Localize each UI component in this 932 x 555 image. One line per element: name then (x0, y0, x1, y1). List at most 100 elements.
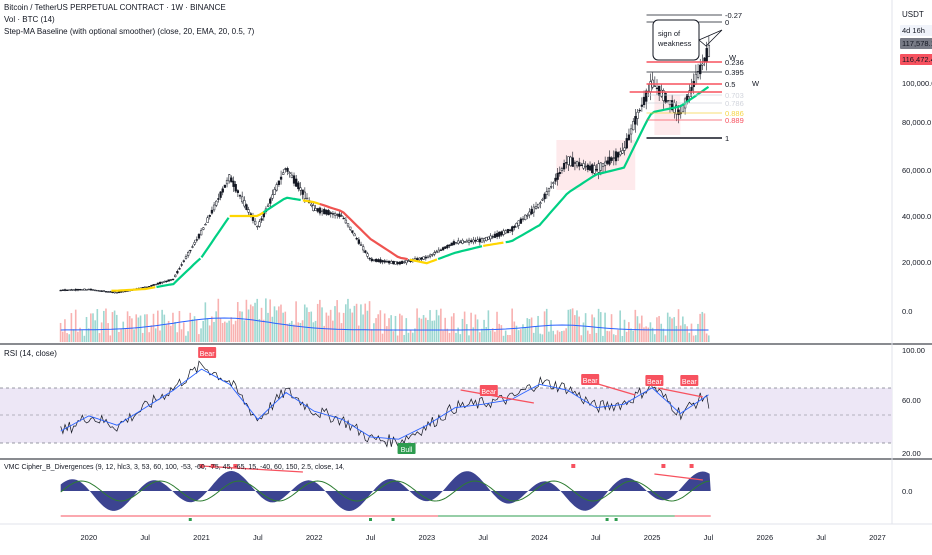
volume-bar (269, 299, 271, 342)
volume-bar (483, 319, 485, 342)
candle-body (485, 237, 488, 241)
volume-bar (524, 327, 526, 342)
volume-bar (649, 322, 652, 342)
candle-body (72, 289, 75, 291)
candle-body (184, 256, 188, 259)
candle-body (316, 208, 319, 212)
volume-bar (640, 315, 643, 342)
volume-bar (316, 303, 319, 342)
volume-bar (200, 328, 202, 342)
symbol-legend[interactable]: Bitcoin / TetherUS PERPETUAL CONTRACT · … (4, 3, 226, 12)
candle-body (74, 288, 77, 291)
volume-bar (595, 332, 598, 342)
candle-body (148, 286, 151, 288)
rsi-signal-text: Bull (401, 447, 413, 454)
candle-body (582, 163, 585, 169)
candle-body (150, 284, 153, 287)
candle-body (638, 109, 641, 112)
volume-bar (392, 331, 395, 342)
candle-body (699, 64, 702, 75)
vmc-buy-dot (391, 518, 395, 521)
volume-bar (664, 335, 667, 342)
rsi-legend[interactable]: RSI (14, close) (4, 349, 57, 358)
volume-bar (94, 320, 96, 342)
rsi-divergence-line (460, 389, 534, 404)
volume-bar (543, 311, 546, 342)
annotation-marker: W (729, 53, 737, 62)
volume-bar (193, 316, 196, 342)
candle-body (176, 271, 179, 274)
volume-bar (427, 319, 429, 342)
vmc-legend[interactable]: VMC Cipher_B_Divergences (9, 12, hlc3, 3… (4, 464, 344, 471)
volume-bar (679, 325, 682, 342)
volume-bar (386, 326, 388, 342)
candle-body (508, 229, 512, 231)
currency-label[interactable]: USDT (902, 10, 924, 19)
candle-body (619, 151, 622, 156)
candle-body (694, 73, 698, 85)
volume-bar (455, 332, 457, 342)
volume-bar (118, 331, 120, 342)
volume-bar (306, 307, 308, 342)
volume-bar (628, 322, 630, 342)
volume-bar (606, 330, 609, 342)
volume-bar (548, 331, 550, 342)
volume-legend[interactable]: Vol · BTC (14) (4, 15, 55, 24)
volume-bar (146, 314, 148, 342)
volume-bar (165, 324, 168, 342)
rsi-signal-badge (397, 443, 416, 454)
candle-body (290, 174, 294, 178)
baseline-legend[interactable]: Step-MA Baseline (with optional smoother… (4, 27, 255, 36)
candle-body (78, 289, 82, 291)
candle-body (336, 214, 339, 216)
volume-bar (394, 315, 397, 342)
volume-bar (360, 304, 362, 342)
candle-body (234, 184, 237, 192)
volume-bar (498, 323, 500, 342)
candle-body (653, 85, 657, 87)
candle-body (554, 177, 557, 182)
candle-body (292, 175, 296, 184)
volume-bar (312, 322, 315, 342)
volume-bar (303, 304, 306, 342)
candle-body (115, 292, 119, 294)
candle-body (206, 217, 209, 223)
candle-body (301, 189, 304, 195)
candle-body (284, 168, 287, 170)
volume-bar (107, 323, 109, 342)
volume-bar (379, 310, 382, 342)
volume-bar (381, 333, 384, 342)
candle-body (230, 177, 233, 183)
volume-bar (290, 320, 293, 342)
candle-body (374, 258, 378, 262)
candle-body (61, 289, 65, 291)
candle-body (703, 57, 706, 62)
volume-bar (401, 315, 403, 342)
candle-body (439, 249, 443, 251)
candle-body (104, 291, 108, 293)
volume-bar (530, 317, 533, 342)
candle-body (433, 252, 436, 255)
candle-body (219, 191, 222, 198)
candle-body (174, 274, 177, 278)
volume-bar (362, 314, 364, 342)
volume-bar (619, 310, 621, 342)
volume-bar (539, 333, 542, 342)
volume-bar (321, 307, 323, 342)
volume-bar (221, 322, 224, 342)
candle-body (171, 278, 175, 281)
candle-body (506, 229, 510, 234)
rsi-axis-tick: 60.00 (902, 396, 921, 405)
volume-bar (286, 323, 289, 342)
volume-bar (213, 321, 215, 342)
candle-body (569, 156, 572, 166)
volume-bar (593, 317, 596, 342)
candle-body (243, 200, 246, 207)
candle-body (305, 197, 309, 200)
candle-body (340, 215, 343, 217)
volume-bar (105, 308, 107, 342)
volume-bar (690, 323, 693, 342)
candle-body (457, 240, 460, 244)
vmc-sell-dot (199, 464, 204, 468)
